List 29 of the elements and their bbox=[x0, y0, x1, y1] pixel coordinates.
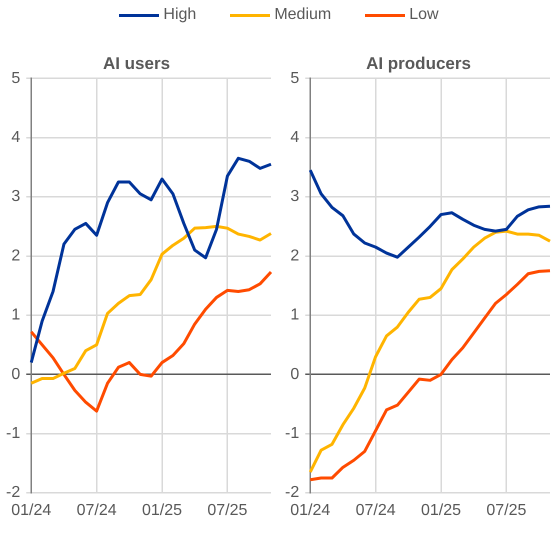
y-tick-label: 4 bbox=[11, 129, 20, 146]
y-tick-label: 2 bbox=[290, 247, 300, 264]
y-tick-label: -1 bbox=[284, 425, 300, 442]
x-tick-label: 07/24 bbox=[356, 502, 396, 519]
x-tick-label: 07/25 bbox=[486, 502, 527, 519]
y-tick-label: -2 bbox=[6, 484, 20, 502]
chart-title: AI producers bbox=[366, 54, 471, 73]
legend-label: Low bbox=[409, 6, 439, 24]
y-tick-label: -1 bbox=[6, 425, 20, 442]
y-tick-label: 3 bbox=[11, 188, 20, 206]
y-tick-label: 0 bbox=[11, 366, 20, 383]
legend-label: High bbox=[163, 6, 196, 24]
y-tick-label: 1 bbox=[290, 306, 300, 324]
y-tick-label: 1 bbox=[11, 306, 20, 324]
x-tick-label: 01/24 bbox=[11, 502, 52, 519]
x-tick-label: 07/25 bbox=[207, 502, 248, 519]
y-tick-label: 0 bbox=[290, 366, 300, 383]
x-tick-label: 01/24 bbox=[290, 502, 330, 519]
y-tick-label: 5 bbox=[290, 70, 300, 87]
y-tick-label: 3 bbox=[290, 188, 300, 206]
x-tick-label: 01/25 bbox=[420, 502, 462, 519]
legend-label: Medium bbox=[274, 6, 332, 24]
x-tick-label: 01/25 bbox=[142, 502, 182, 519]
chart-title: AI users bbox=[102, 54, 170, 73]
y-tick-label: 2 bbox=[11, 247, 20, 264]
y-tick-label: 5 bbox=[11, 70, 20, 87]
x-tick-label: 07/24 bbox=[76, 502, 117, 519]
y-tick-label: 4 bbox=[290, 129, 300, 146]
y-tick-label: -2 bbox=[284, 484, 300, 502]
